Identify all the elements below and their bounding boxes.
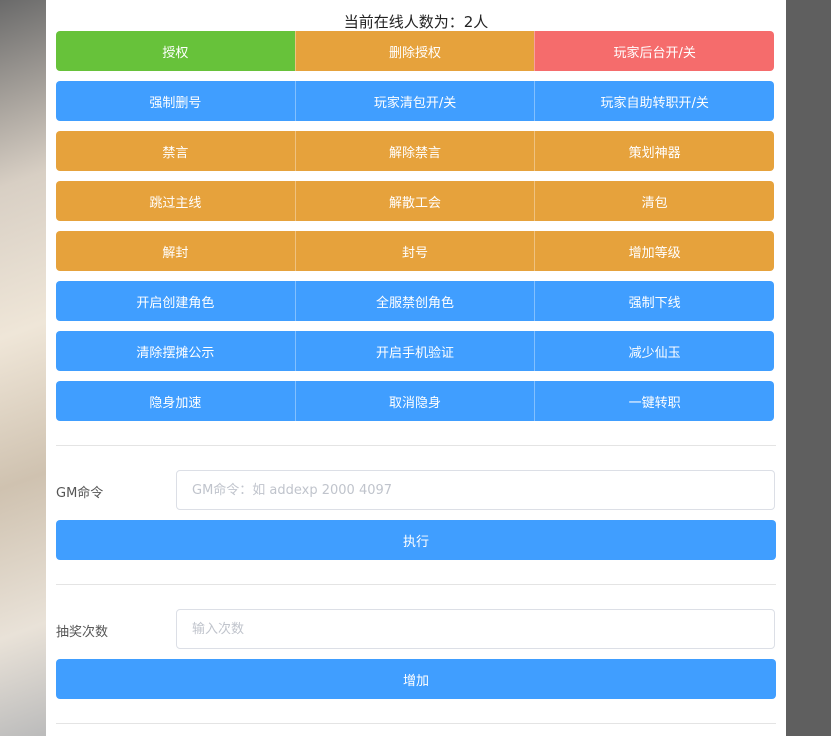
action-button[interactable]: 授权	[56, 31, 295, 71]
execute-button[interactable]: 执行	[56, 520, 776, 560]
action-button[interactable]: 强制删号	[56, 81, 295, 121]
action-button[interactable]: 清包	[534, 181, 774, 221]
button-row: 禁言 解除禁言 策划神器	[56, 131, 774, 171]
action-button[interactable]: 策划神器	[534, 131, 774, 171]
action-button[interactable]: 减少仙玉	[534, 331, 774, 371]
action-button[interactable]: 开启手机验证	[294, 331, 535, 371]
action-button[interactable]: 增加等级	[534, 231, 774, 271]
button-row: 强制删号 玩家清包开/关 玩家自助转职开/关	[56, 81, 774, 121]
button-row: 解封 封号 增加等级	[56, 231, 774, 271]
action-button[interactable]: 玩家自助转职开/关	[534, 81, 774, 121]
action-button[interactable]: 解散工会	[294, 181, 535, 221]
divider	[56, 584, 776, 585]
action-button[interactable]: 清除摆摊公示	[56, 331, 295, 371]
action-button[interactable]: 开启创建角色	[56, 281, 295, 321]
action-button[interactable]: 玩家清包开/关	[294, 81, 535, 121]
action-button[interactable]: 跳过主线	[56, 181, 295, 221]
action-button[interactable]: 隐身加速	[56, 381, 295, 421]
gm-command-label: GM命令	[56, 486, 104, 501]
lottery-count-label: 抽奖次数	[56, 625, 109, 640]
action-button[interactable]: 解封	[56, 231, 295, 271]
action-button[interactable]: 封号	[294, 231, 535, 271]
divider	[56, 445, 776, 446]
action-button[interactable]: 全服禁创角色	[294, 281, 535, 321]
background-image	[0, 0, 46, 736]
divider	[56, 723, 776, 724]
button-row: 跳过主线 解散工会 清包	[56, 181, 774, 221]
action-button[interactable]: 取消隐身	[294, 381, 535, 421]
gm-command-input[interactable]	[176, 470, 775, 510]
button-row: 隐身加速 取消隐身 一键转职	[56, 381, 774, 421]
button-row: 清除摆摊公示 开启手机验证 减少仙玉	[56, 331, 774, 371]
add-button[interactable]: 增加	[56, 659, 776, 699]
action-button[interactable]: 删除授权	[294, 31, 535, 71]
action-button[interactable]: 解除禁言	[294, 131, 535, 171]
button-row: 开启创建角色 全服禁创角色 强制下线	[56, 281, 774, 321]
lottery-count-input[interactable]	[176, 609, 775, 649]
online-count: 当前在线人数为：2人	[343, 13, 489, 31]
action-button[interactable]: 禁言	[56, 131, 295, 171]
action-button[interactable]: 强制下线	[534, 281, 774, 321]
gm-panel: 当前在线人数为：2人 授权 删除授权 玩家后台开/关 强制删号 玩家清包开/关 玩家自助转…	[46, 0, 786, 736]
action-button[interactable]: 玩家后台开/关	[534, 31, 774, 71]
button-row: 授权 删除授权 玩家后台开/关	[56, 31, 774, 71]
action-button[interactable]: 一键转职	[534, 381, 774, 421]
